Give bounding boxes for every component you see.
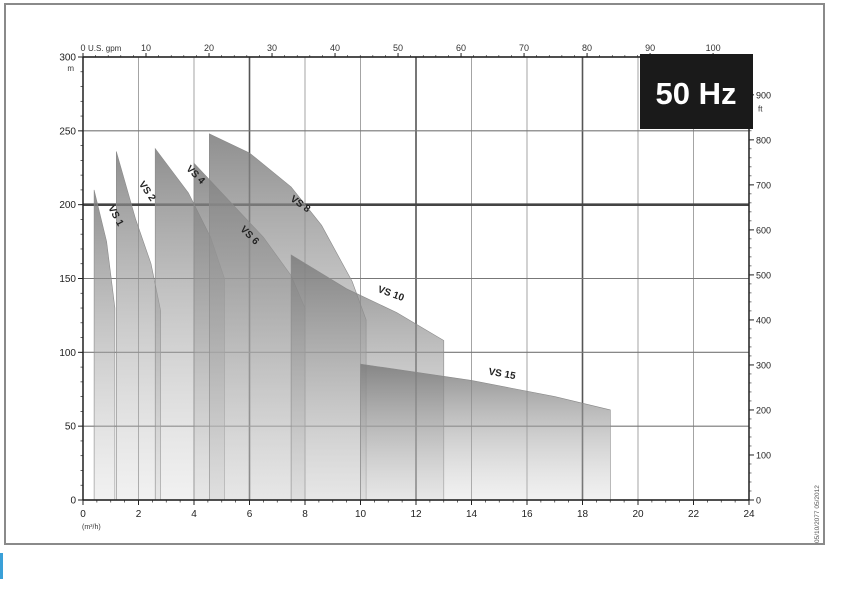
top-tick-label: 0 <box>80 43 85 53</box>
top-tick-label: 40 <box>330 43 340 53</box>
top-axis-label: U.S. gpm <box>88 44 122 53</box>
y-tick-label: 100 <box>59 348 76 359</box>
x-tick-label: 0 <box>80 509 86 520</box>
x-tick-label: 18 <box>577 509 589 520</box>
right-tick-label: 900 <box>756 90 771 100</box>
x-axis-label: (m³/h) <box>82 524 101 531</box>
right-tick-label: 700 <box>756 180 771 190</box>
top-tick-label: 100 <box>706 43 721 53</box>
x-tick-label: 10 <box>355 509 367 520</box>
right-tick-label: 200 <box>756 405 771 415</box>
footnote: 05/10/2077 05/2012 <box>814 485 821 543</box>
x-tick-label: 22 <box>688 509 700 520</box>
y-tick-label: 0 <box>70 496 76 507</box>
chart-frame: 0 2 4 6 8 10 12 14 16 18 20 22 24 (m³/h) 0 10 20 30 40 50 60… <box>4 3 825 545</box>
top-tick-label: 10 <box>141 43 151 53</box>
y-tick-label: 250 <box>59 126 76 137</box>
x-tick-label: 20 <box>632 509 644 520</box>
frequency-badge-text: 50 Hz <box>656 76 737 111</box>
x-tick-label: 12 <box>410 509 422 520</box>
x-tick-label: 24 <box>743 509 755 520</box>
y-tick-label: 150 <box>59 274 76 285</box>
x-tick-label: 16 <box>521 509 533 520</box>
edge-accent <box>0 553 3 579</box>
right-axis-label: ft <box>758 104 763 113</box>
x-tick-label: 8 <box>302 509 308 520</box>
frequency-badge <box>640 54 753 129</box>
right-tick-label: 100 <box>756 450 771 460</box>
right-tick-label: 500 <box>756 270 771 280</box>
x-tick-label: 2 <box>136 509 142 520</box>
right-tick-label: 0 <box>756 496 761 506</box>
x-tick-label: 4 <box>191 509 197 520</box>
top-tick-label: 80 <box>582 43 592 53</box>
top-tick-label: 60 <box>456 43 466 53</box>
y-tick-label: 200 <box>59 200 76 211</box>
right-tick-label: 300 <box>756 360 771 370</box>
right-tick-label: 400 <box>756 315 771 325</box>
y-tick-label: 300 <box>59 53 76 64</box>
top-tick-label: 90 <box>645 43 655 53</box>
series-label: VS 15 <box>488 367 517 383</box>
top-tick-label: 30 <box>267 43 277 53</box>
y-axis-label: m <box>67 64 74 73</box>
y-tick-label: 50 <box>65 422 77 433</box>
top-tick-label: 70 <box>519 43 529 53</box>
right-tick-label: 800 <box>756 135 771 145</box>
right-tick-label: 600 <box>756 225 771 235</box>
x-tick-label: 14 <box>466 509 478 520</box>
top-tick-label: 50 <box>393 43 403 53</box>
top-tick-label: 20 <box>204 43 214 53</box>
pump-performance-chart: 0 2 4 6 8 10 12 14 16 18 20 22 24(m³/h)0 10 20 30 40 50 60… <box>59 43 821 543</box>
x-tick-label: 6 <box>247 509 253 520</box>
